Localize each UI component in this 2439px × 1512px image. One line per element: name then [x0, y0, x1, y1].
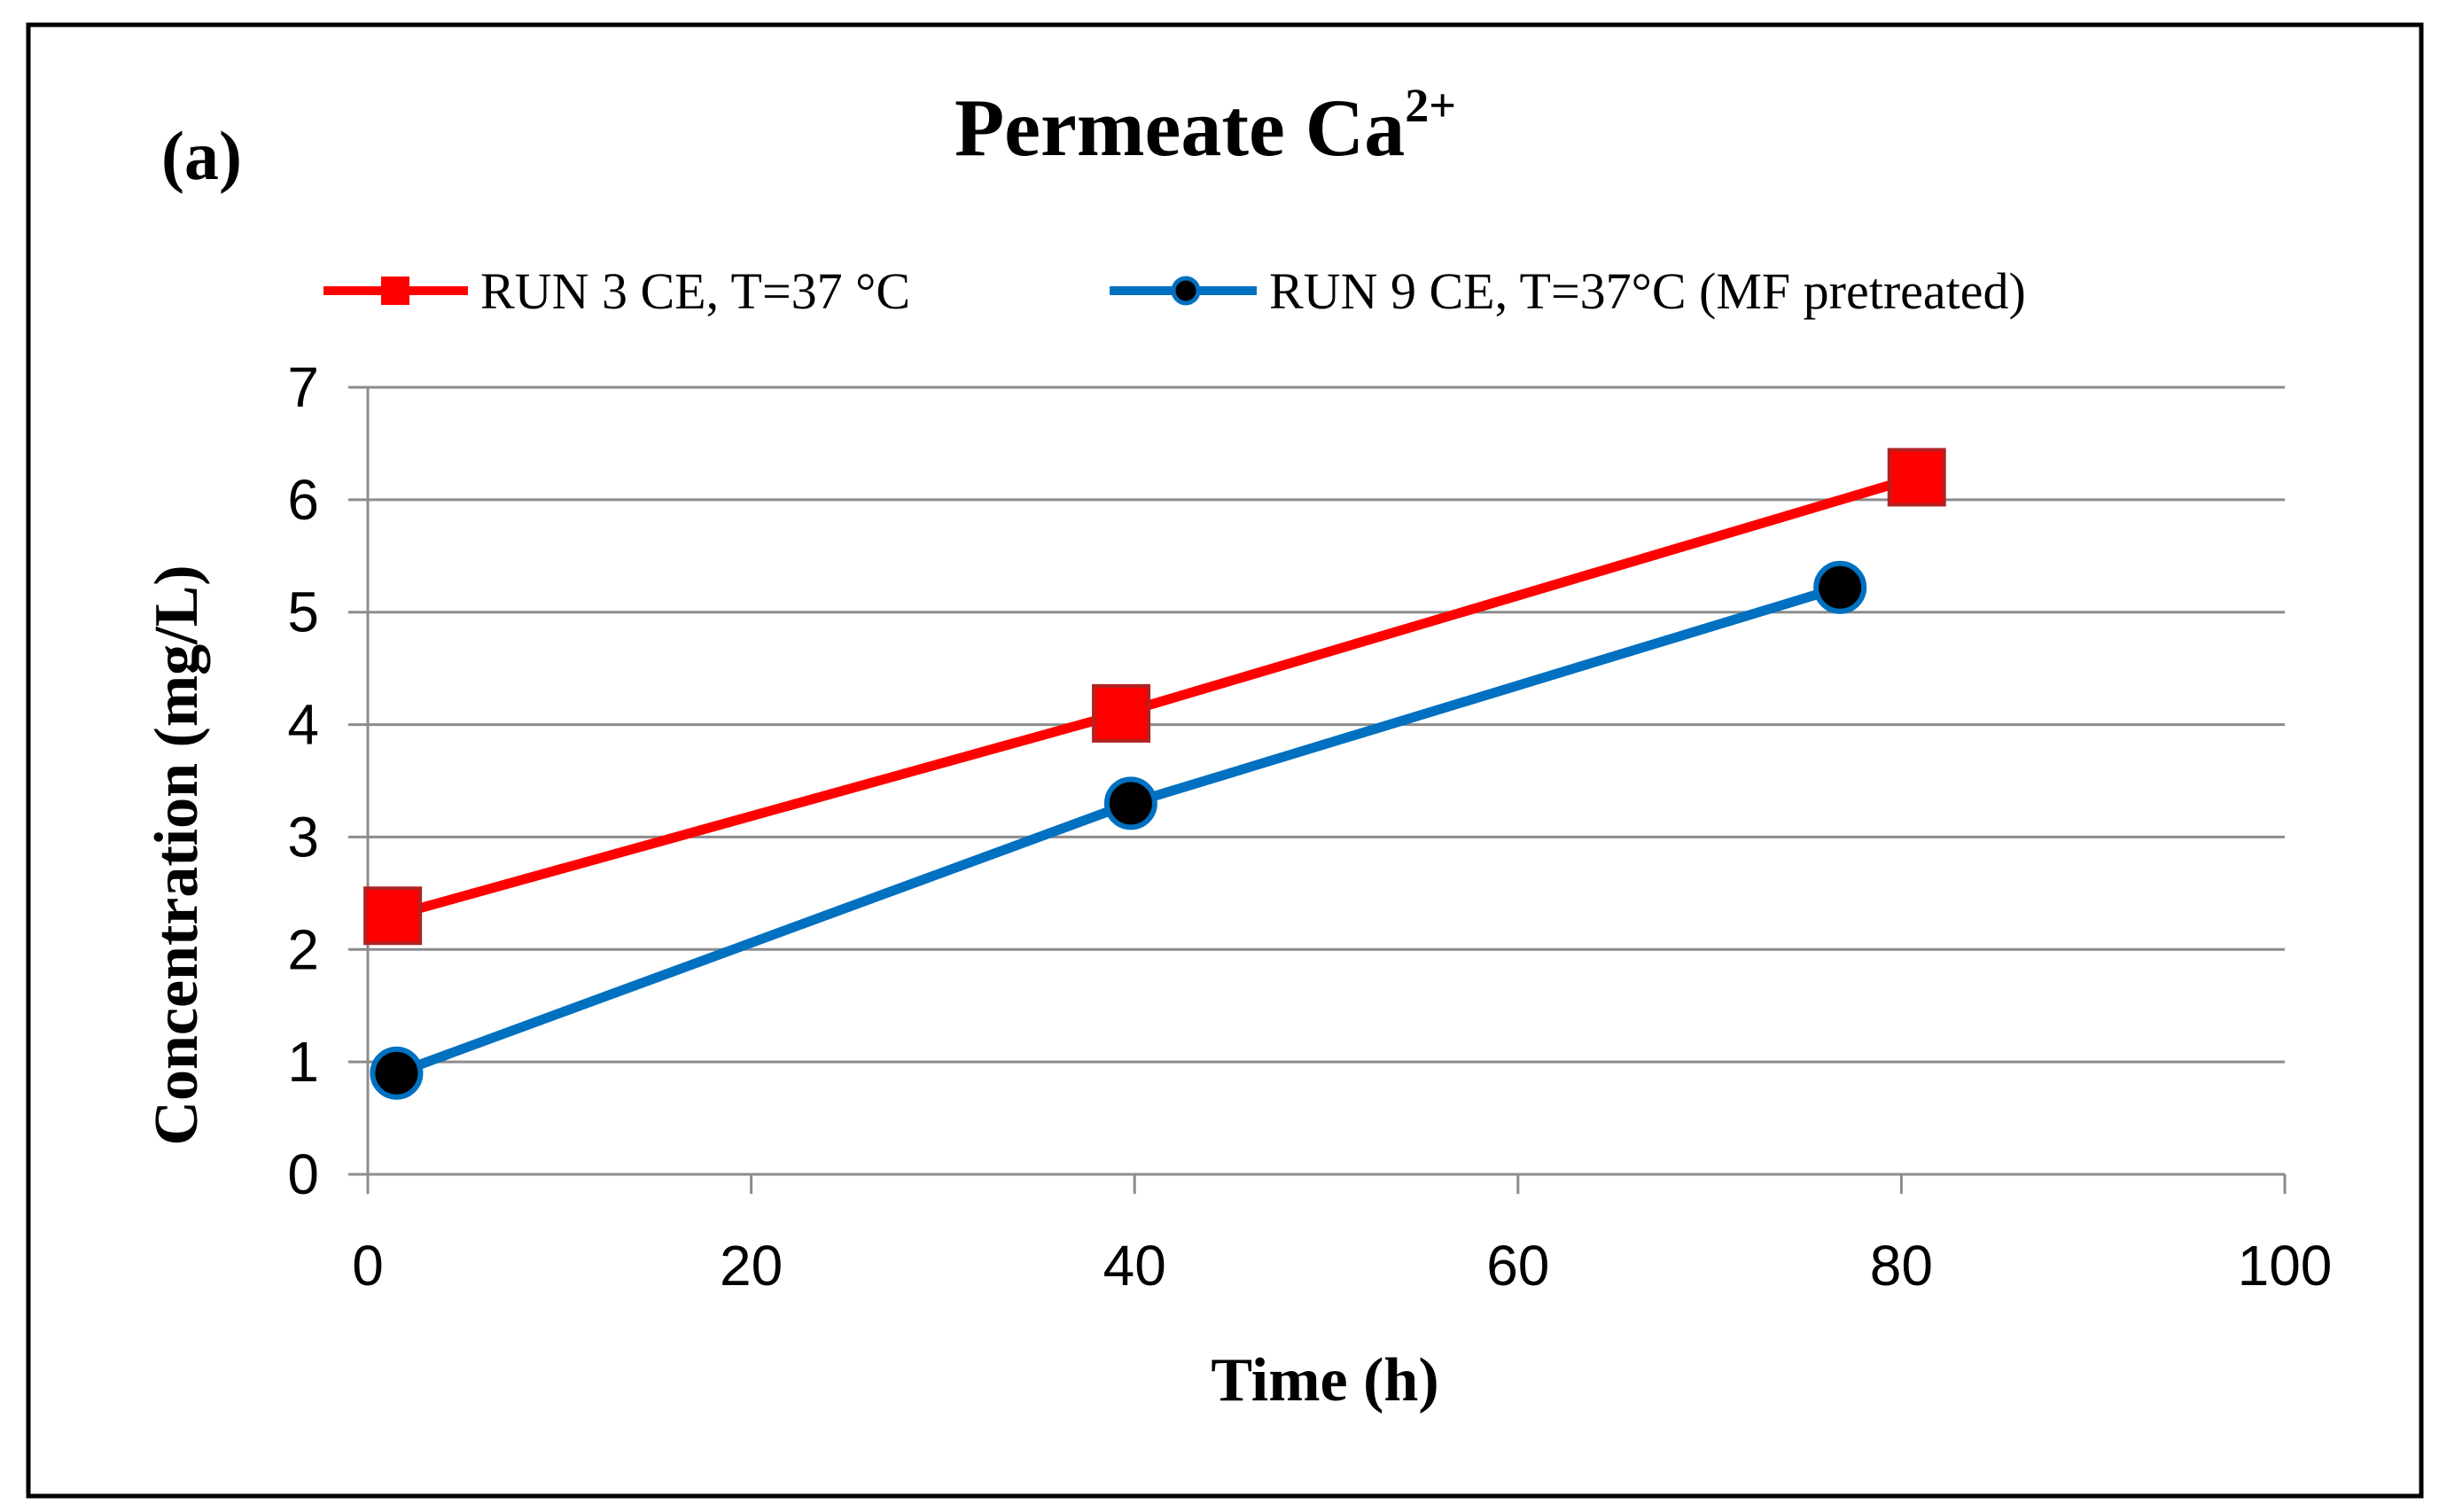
y-tick-labels: 0 1 2 3 4 5 6 7	[287, 355, 319, 1206]
y-tick-label-4: 4	[287, 693, 319, 757]
chart-title: Permeate Ca2+	[955, 79, 1456, 173]
legend-marker-run9	[1171, 276, 1201, 306]
data-point-1-1	[1103, 776, 1157, 830]
y-tick-label-5: 5	[287, 581, 319, 644]
series-0	[363, 448, 1946, 946]
x-tick-label-20: 20	[720, 1234, 783, 1298]
legend-item-run9: RUN 9 CE, T=37°C (MF pretreated)	[1110, 262, 2026, 320]
data-point-0-2	[1887, 448, 1946, 507]
series-1	[370, 560, 1867, 1100]
series-layer	[363, 448, 1946, 1100]
data-point-1-2	[1813, 560, 1867, 614]
chart-border	[26, 22, 2424, 1499]
x-tick-label-100: 100	[2238, 1234, 2333, 1298]
y-tick-label-6: 6	[287, 468, 319, 532]
x-tick-label-60: 60	[1486, 1234, 1549, 1298]
legend-marker-run3	[381, 277, 409, 305]
y-tick-label-0: 0	[287, 1142, 319, 1206]
panel-label: (a)	[161, 117, 242, 194]
x-tick-label-80: 80	[1870, 1234, 1933, 1298]
legend-item-run3: RUN 3 CE, T=37 °C	[323, 262, 910, 320]
x-axis-label: Time (h)	[1211, 1346, 1438, 1415]
data-point-0-0	[363, 886, 423, 946]
y-tick-label-3: 3	[287, 805, 319, 869]
y-tick-label-2: 2	[287, 917, 319, 981]
data-point-0-1	[1092, 683, 1151, 743]
x-tick-labels: 0 20 40 60 80 100	[352, 1234, 2332, 1298]
legend-label-run9: RUN 9 CE, T=37°C (MF pretreated)	[1269, 262, 2026, 320]
axes	[348, 386, 2287, 1194]
x-tick-label-0: 0	[352, 1234, 384, 1298]
data-point-1-0	[370, 1046, 424, 1100]
legend-label-run3: RUN 3 CE, T=37 °C	[480, 262, 910, 320]
y-tick-label-1: 1	[287, 1030, 319, 1094]
chart-title-text: Permeate Ca	[955, 82, 1405, 173]
x-tick-label-40: 40	[1103, 1234, 1166, 1298]
legend: RUN 3 CE, T=37 °C RUN 9 CE, T=37°C (MF p…	[323, 262, 2026, 320]
y-tick-label-7: 7	[287, 355, 319, 419]
chart-title-superscript: 2+	[1405, 79, 1456, 132]
y-axis-label: Concentration (mg/L)	[143, 565, 211, 1145]
